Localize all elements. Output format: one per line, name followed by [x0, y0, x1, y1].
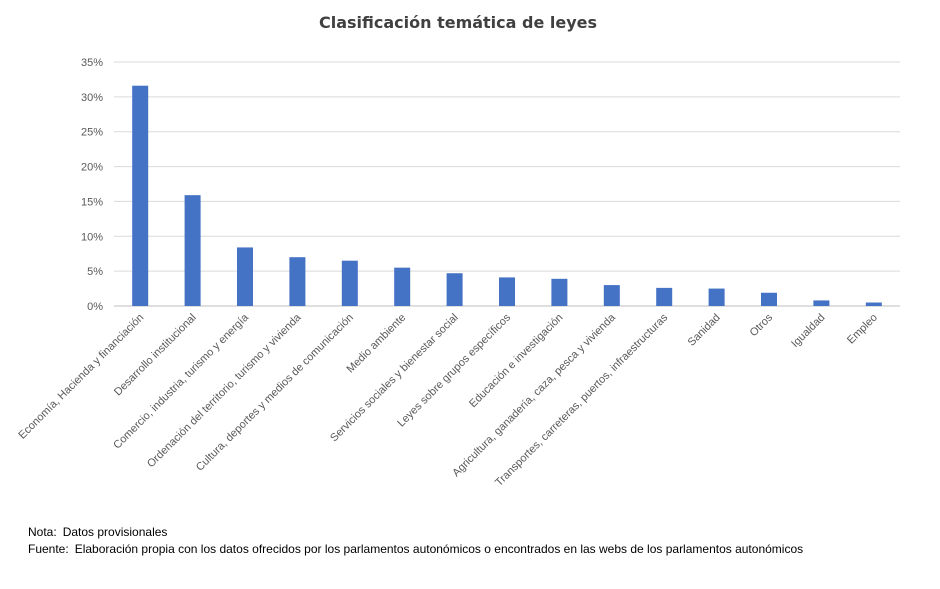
bar — [341, 260, 358, 306]
y-tick-label: 25% — [81, 127, 103, 139]
source-line: Fuente: Elaboración propia con los datos … — [28, 541, 803, 558]
gridlines — [114, 61, 900, 307]
chart-title: Clasificación temática de leyes — [319, 13, 597, 32]
bar — [656, 287, 673, 306]
bar — [603, 285, 620, 306]
x-axis-category-labels: Economía, Hacienda y financiaciónDesarro… — [16, 311, 880, 489]
bar — [761, 292, 777, 306]
y-axis-tick-labels: 0% 5% 10% 15% 20% 25% 30% 35% — [81, 57, 103, 313]
bar — [289, 257, 306, 306]
bar-chart: Clasificación temática de leyes 0% 5% 10% 1… — [16, 13, 900, 489]
note-label: Nota: — [28, 525, 57, 539]
bar — [446, 273, 463, 306]
note-line: Nota: Datos provisionales — [28, 524, 803, 541]
bar — [813, 300, 830, 306]
bar — [865, 302, 882, 306]
bar — [394, 267, 411, 306]
bar — [499, 277, 515, 306]
source-text: Elaboración propia con los datos ofrecid… — [74, 542, 804, 556]
chart-notes: Nota: Datos provisionales Fuente: Elaborac… — [28, 524, 803, 558]
bar — [551, 278, 568, 306]
bar — [132, 85, 149, 307]
y-tick-label: 10% — [81, 231, 103, 243]
x-category-label: Educación e investigación — [467, 312, 565, 410]
y-tick-label: 30% — [81, 92, 103, 104]
y-tick-label: 0% — [87, 301, 103, 313]
bar — [708, 288, 725, 306]
note-text: Datos provisionales — [62, 525, 168, 539]
x-category-label: Otros — [748, 311, 776, 339]
y-tick-label: 15% — [81, 196, 103, 208]
y-tick-label: 5% — [87, 266, 103, 278]
y-tick-label: 20% — [81, 162, 103, 174]
x-category-label: Leyes sobre grupos específicos — [395, 311, 513, 429]
x-category-label: Sanidad — [686, 312, 723, 349]
bars — [132, 85, 882, 307]
y-tick-label: 35% — [81, 57, 103, 69]
x-category-label: Empleo — [845, 312, 880, 347]
bar — [237, 247, 253, 306]
source-label: Fuente: — [28, 542, 69, 556]
bar — [184, 195, 201, 306]
x-category-label: Igualdad — [789, 312, 827, 350]
